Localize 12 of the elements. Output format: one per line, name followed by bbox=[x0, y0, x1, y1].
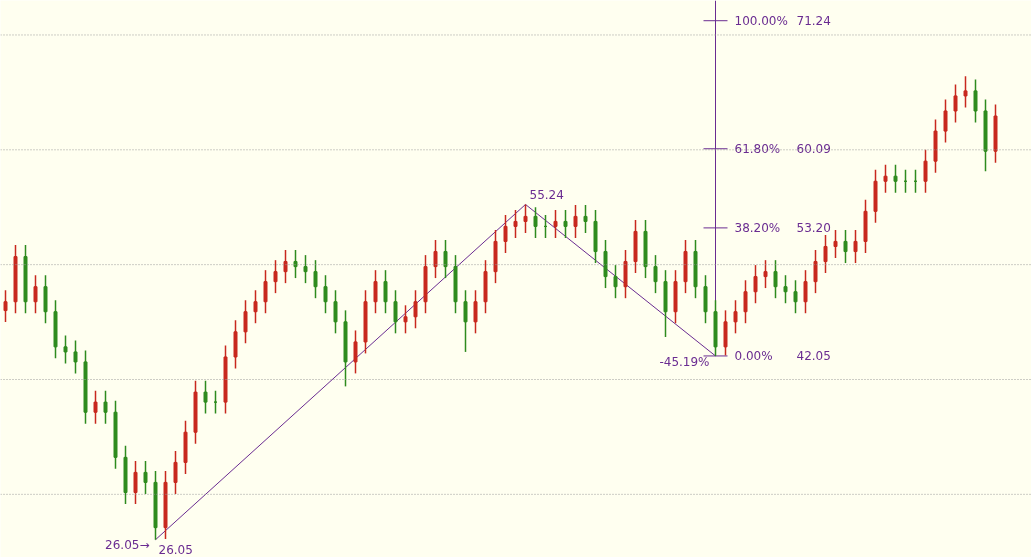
annotation: 38.20% bbox=[734, 220, 781, 235]
annotation: 55.24 bbox=[529, 187, 564, 202]
y-tick-label: 53.20 bbox=[796, 221, 831, 236]
annotation: 26.05→ bbox=[105, 537, 150, 552]
annotation: -45.19% bbox=[659, 354, 710, 369]
annotation: 26.05 bbox=[158, 543, 193, 557]
annotation: 61.80% bbox=[734, 141, 781, 156]
annotation: 100.00% bbox=[734, 13, 788, 28]
annotation: 0.00% bbox=[734, 348, 773, 363]
y-tick-label: 42.05 bbox=[796, 349, 831, 364]
y-tick-label: 71.24 bbox=[796, 14, 831, 29]
y-tick-label: 60.09 bbox=[796, 142, 831, 157]
